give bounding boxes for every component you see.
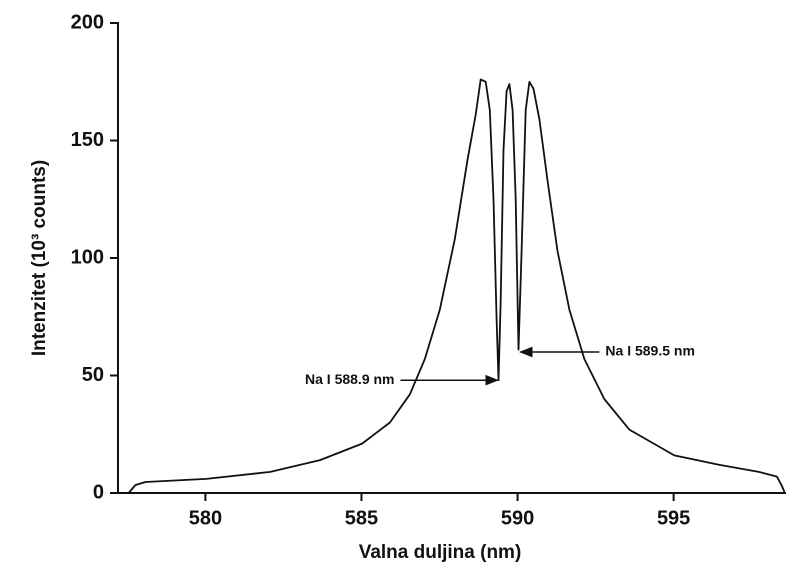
- spectrum-line: [118, 78, 786, 494]
- y-tick-label: 150: [71, 129, 104, 151]
- annotation-label: Na I 588.9 nm: [305, 371, 395, 387]
- y-axis-title: Intenzitet (10³ counts): [29, 160, 50, 356]
- y-tick-label: 100: [71, 246, 104, 268]
- y-tick-label: 0: [93, 481, 104, 503]
- y-tick-label: 50: [82, 364, 104, 386]
- x-tick-label: 590: [501, 507, 534, 529]
- annotation-label: Na I 589.5 nm: [605, 343, 695, 359]
- x-tick-label: 580: [189, 507, 222, 529]
- x-tick-label: 595: [657, 507, 690, 529]
- x-tick-label: 585: [345, 507, 378, 529]
- x-axis-title: Valna duljina (nm): [359, 542, 522, 563]
- y-tick-label: 200: [71, 11, 104, 33]
